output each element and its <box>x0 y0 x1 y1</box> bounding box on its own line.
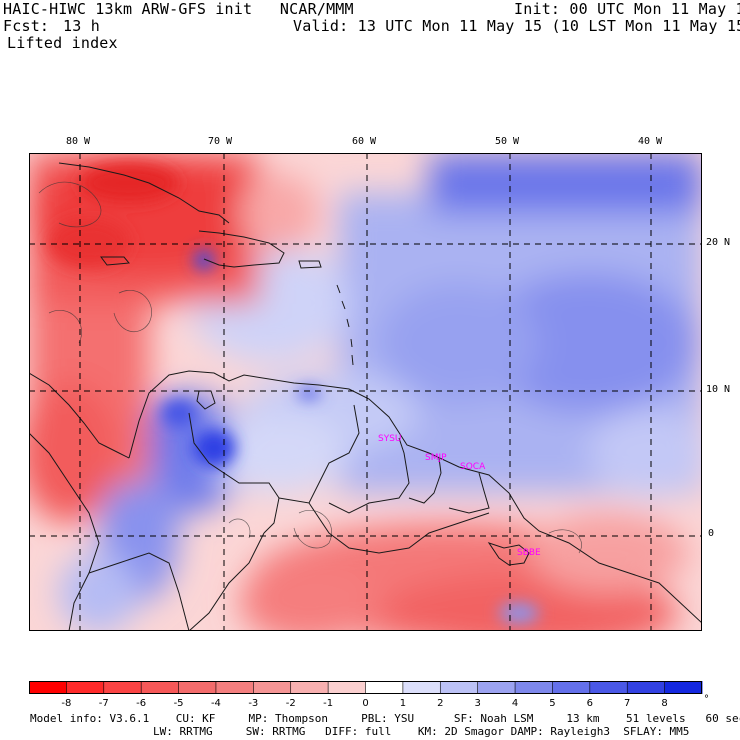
colorbar-tick-label: 6 <box>587 698 593 709</box>
colorbar-tick-label: -7 <box>99 698 109 709</box>
colorbar-tick-label: 0 <box>362 698 368 709</box>
colorbar-tick-label: -2 <box>286 698 296 709</box>
colorbar-swatch <box>552 681 591 694</box>
chart-title: HAIC-HIWC 13km ARW-GFS init NCAR/MMM <box>3 0 354 18</box>
lifted-index-map: SYSU SMJP SOCA SBBE <box>29 153 702 631</box>
colorbar-swatch <box>66 681 105 694</box>
lon-label-80w: 80 W <box>66 136 91 147</box>
colorbar-tick-label: 7 <box>624 698 630 709</box>
lon-label-70w: 70 W <box>208 136 233 147</box>
colorbar-swatch <box>515 681 553 694</box>
model-info-line2: LW: RRTMG SW: RRTMG DIFF: full KM: 2D Sm… <box>153 725 690 738</box>
colorbar: -8 -7 -6 -5 -4 -3 -2 -1 0 1 2 3 4 5 6 7 8 °C <box>29 681 709 709</box>
colorbar-tick-label: -4 <box>211 698 221 709</box>
colorbar-ticks: -8 -7 -6 -5 -4 -3 -2 -1 0 1 2 3 4 5 6 7 8 <box>61 681 668 709</box>
graticule <box>29 153 702 631</box>
lat-label-10n: 10 N <box>706 384 731 395</box>
colorbar-swatch <box>365 681 404 694</box>
colorbar-swatch <box>29 681 67 694</box>
station-label: SYSU <box>378 434 402 444</box>
colorbar-swatch <box>290 681 329 694</box>
colorbar-tick-label: 1 <box>400 698 406 709</box>
field-name: Lifted index <box>7 34 118 52</box>
forecast-hour: 13 h <box>63 17 100 35</box>
colorbar-swatch <box>477 681 516 694</box>
lat-label-0: 0 <box>708 528 715 539</box>
colorbar-swatch <box>253 681 292 694</box>
model-info-line1: Model info: V3.6.1 CU: KF MP: Thompson P… <box>30 712 740 725</box>
map-frame <box>29 153 702 631</box>
coastlines <box>29 162 702 631</box>
colorbar-tick-label: 8 <box>661 698 667 709</box>
colorbar-swatch <box>402 681 441 694</box>
colorbar-tick-label: -6 <box>136 698 146 709</box>
colorbar-swatch <box>589 681 628 694</box>
colorbar-swatch <box>440 681 479 694</box>
station-label: SBBE <box>517 548 541 558</box>
lon-label-40w: 40 W <box>638 136 663 147</box>
colorbar-swatch <box>627 681 666 694</box>
colorbar-swatch <box>215 681 254 694</box>
colorbar-tick-label: 5 <box>549 698 555 709</box>
colorbar-swatch <box>178 681 217 694</box>
colorbar-tick-label: -1 <box>323 698 333 709</box>
lon-label-50w: 50 W <box>495 136 520 147</box>
colorbar-swatch <box>103 681 142 694</box>
lat-label-20n: 20 N <box>706 237 731 248</box>
colorbar-swatch <box>328 681 366 694</box>
colorbar-tick-label: 2 <box>437 698 443 709</box>
station-label: SOCA <box>460 462 486 472</box>
colorbar-tick-label: -3 <box>248 698 258 709</box>
colorbar-swatch <box>664 681 703 694</box>
station-label: SMJP <box>425 453 447 463</box>
valid-time: Valid: 13 UTC Mon 11 May 15 (10 LST Mon … <box>293 17 740 35</box>
colorbar-tick-label: -8 <box>61 698 71 709</box>
colorbar-tick-label: 3 <box>474 698 480 709</box>
colorbar-swatches <box>29 681 703 694</box>
stations: SYSU SMJP SOCA SBBE <box>378 434 541 558</box>
colorbar-unit: °C <box>704 694 709 705</box>
colorbar-tick-label: 4 <box>512 698 518 709</box>
lon-label-60w: 60 W <box>352 136 377 147</box>
colorbar-swatch <box>141 681 180 694</box>
field-detail <box>49 163 539 623</box>
forecast-label: Fcst: <box>3 17 50 35</box>
colorbar-tick-label: -5 <box>174 698 184 709</box>
init-time: Init: 00 UTC Mon 11 May 15 <box>514 0 740 18</box>
